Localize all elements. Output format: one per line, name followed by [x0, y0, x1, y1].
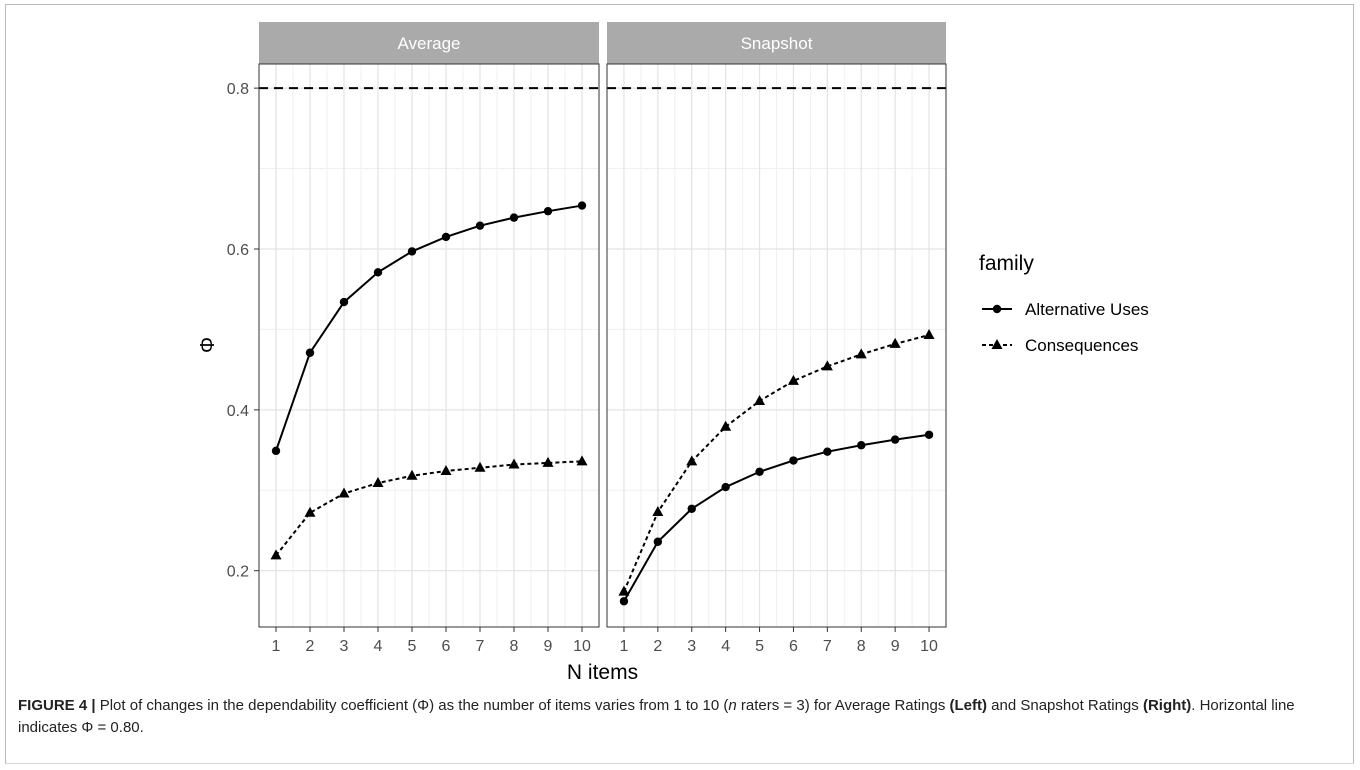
- x-tick-label: 4: [374, 638, 383, 655]
- x-tick-label: 7: [823, 638, 832, 655]
- caption-n: n: [728, 697, 737, 714]
- data-point-alternative-uses: [543, 206, 553, 216]
- data-point-alternative-uses: [789, 456, 798, 465]
- x-tick-label: 9: [544, 638, 553, 655]
- caption-text-1: Plot of changes in the dependability coe…: [95, 697, 729, 714]
- data-point-alternative-uses: [653, 537, 663, 546]
- data-point-alternative-uses: [619, 597, 629, 606]
- x-tick-label: 10: [573, 638, 591, 655]
- panel-strip: [259, 22, 599, 64]
- panel-title: Average: [397, 34, 460, 53]
- legend-label-consequences: Consequences: [1025, 336, 1138, 355]
- caption-text-4: . Horizontal line indicates Φ = 0.80.: [18, 697, 1295, 736]
- x-tick-label: 3: [687, 638, 696, 655]
- x-tick-label: 9: [891, 638, 900, 655]
- data-point-consequences: [542, 456, 554, 467]
- data-point-consequences: [474, 461, 486, 472]
- series-line-alternative-uses: [623, 433, 930, 602]
- y-axis-label: Φ: [197, 337, 219, 353]
- data-point-consequences: [889, 337, 901, 348]
- x-tick-label: 6: [789, 638, 798, 655]
- x-tick-label: 8: [510, 638, 519, 655]
- panel-title: Snapshot: [741, 34, 813, 53]
- data-point-alternative-uses: [441, 232, 451, 242]
- legend-marker-consequences: [991, 339, 1003, 349]
- x-tick-label: 8: [857, 638, 866, 655]
- x-axis-label: N items: [567, 661, 638, 684]
- data-point-consequences: [406, 469, 418, 480]
- data-point-consequences: [652, 505, 664, 516]
- data-point-consequences: [720, 420, 732, 431]
- data-point-consequences: [304, 506, 316, 517]
- caption-text-3: and Snapshot Ratings: [987, 697, 1143, 714]
- data-point-consequences: [576, 455, 588, 466]
- data-point-alternative-uses: [823, 447, 832, 456]
- x-tick-label: 1: [619, 638, 628, 655]
- data-point-alternative-uses: [305, 348, 315, 357]
- data-point-alternative-uses: [509, 213, 519, 222]
- data-point-alternative-uses: [857, 441, 866, 450]
- data-point-alternative-uses: [475, 221, 485, 230]
- data-point-alternative-uses: [755, 467, 764, 476]
- y-tick-label: 0.8: [227, 81, 249, 98]
- legend-marker-alternative-uses: [992, 304, 1002, 314]
- data-point-consequences: [508, 458, 520, 469]
- figure-frame: [5, 4, 1354, 764]
- data-point-consequences: [787, 374, 799, 385]
- data-point-alternative-uses: [687, 504, 696, 513]
- data-point-alternative-uses: [407, 247, 417, 256]
- x-tick-label: 5: [408, 638, 417, 655]
- data-point-consequences: [338, 487, 350, 498]
- data-point-consequences: [372, 477, 384, 488]
- series-line-alternative-uses: [275, 204, 583, 452]
- data-point-alternative-uses: [373, 268, 383, 277]
- data-point-alternative-uses: [271, 446, 281, 456]
- panel-border: [606, 63, 947, 628]
- figure-caption: FIGURE 4 | Plot of changes in the depend…: [18, 695, 1338, 739]
- data-point-alternative-uses: [890, 435, 900, 444]
- x-tick-label: 3: [340, 638, 349, 655]
- caption-text-2: raters = 3) for Average Ratings: [736, 697, 950, 714]
- x-tick-label: 2: [306, 638, 315, 655]
- y-tick-label: 0.2: [227, 564, 249, 581]
- caption-label: FIGURE 4 |: [18, 697, 96, 714]
- x-tick-label: 10: [920, 638, 938, 655]
- caption-right: (Right): [1142, 697, 1192, 714]
- figure-chart: Average 1 2 3 4 5 6 7 8 9 10 Snapshot 1 2 3 4 5 6 7 8 9 10 0.2…: [197, 22, 1149, 684]
- data-point-alternative-uses: [577, 201, 587, 210]
- data-point-consequences: [923, 329, 935, 340]
- data-point-consequences: [440, 464, 452, 475]
- x-tick-label: 7: [476, 638, 485, 655]
- data-point-alternative-uses: [339, 297, 349, 307]
- x-tick-label: 2: [653, 638, 662, 655]
- data-point-consequences: [618, 585, 630, 596]
- y-tick-label: 0.6: [227, 242, 249, 259]
- data-point-alternative-uses: [721, 482, 730, 492]
- x-tick-label: 4: [721, 638, 730, 655]
- series-line-consequences: [275, 460, 583, 557]
- legend-label-alternative-uses: Alternative Uses: [1025, 300, 1149, 319]
- x-tick-label: 1: [272, 638, 281, 655]
- legend-title: family: [979, 252, 1034, 275]
- x-tick-label: 5: [755, 638, 764, 655]
- data-point-consequences: [754, 394, 766, 405]
- data-point-alternative-uses: [924, 430, 934, 439]
- panel-strip: [607, 22, 946, 64]
- figure-frame-bottom: [5, 763, 1354, 764]
- x-tick-label: 6: [442, 638, 451, 655]
- data-point-consequences: [821, 360, 833, 371]
- y-tick-label: 0.4: [227, 403, 249, 420]
- data-point-consequences: [686, 455, 698, 466]
- panel-border: [258, 63, 600, 628]
- caption-left: (Left): [949, 697, 988, 714]
- data-point-consequences: [270, 549, 282, 560]
- data-point-consequences: [855, 348, 867, 359]
